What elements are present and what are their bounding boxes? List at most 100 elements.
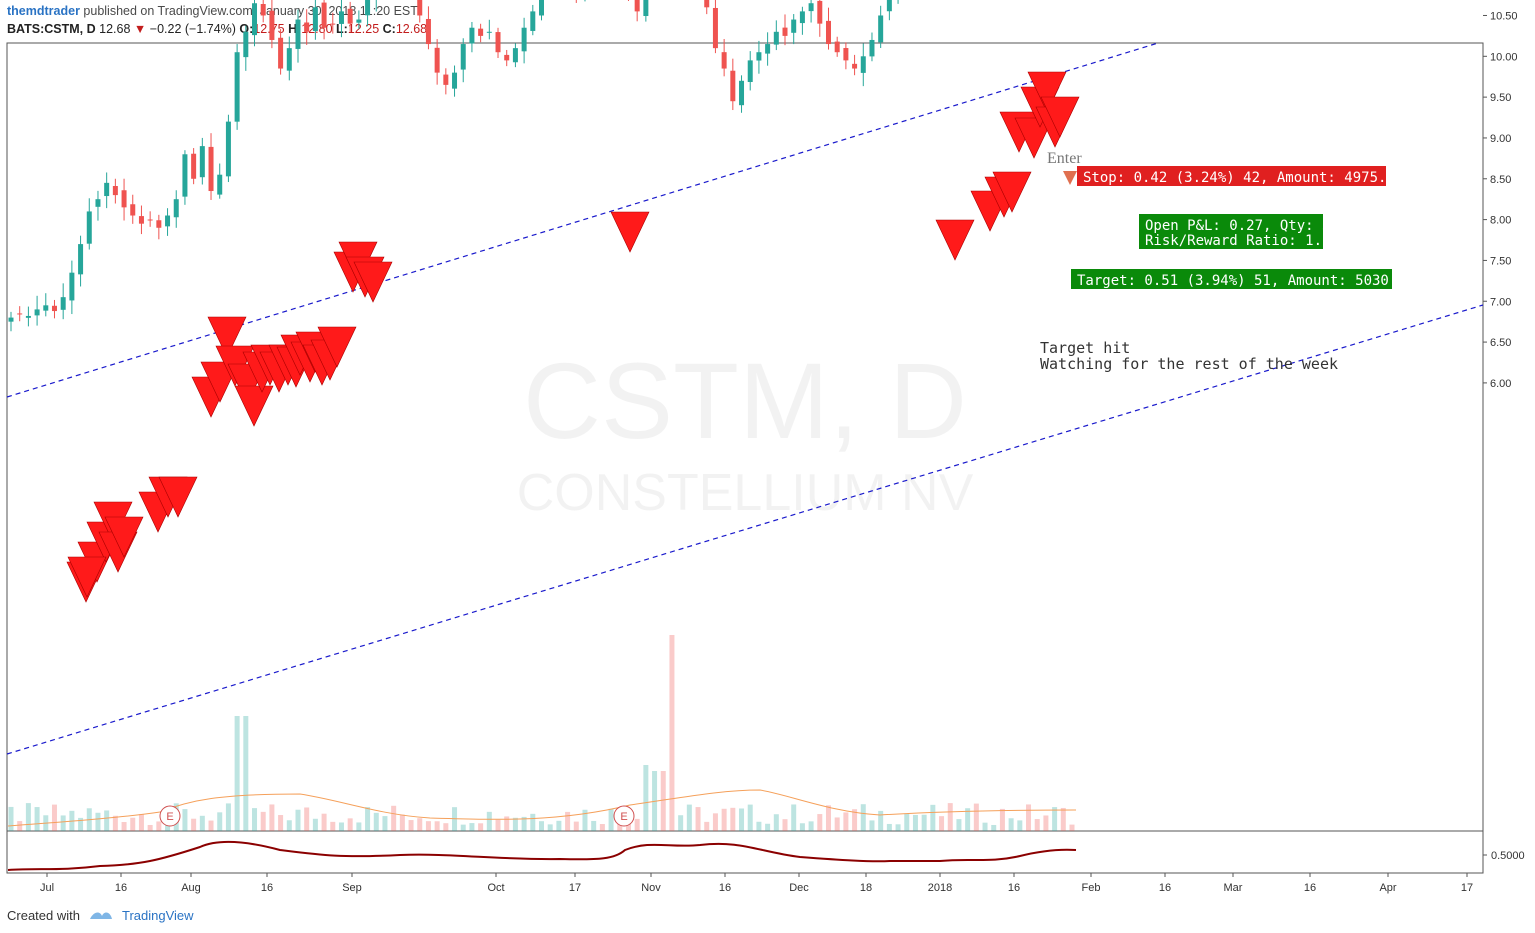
- volume-bar: [704, 821, 710, 831]
- volume-bar: [138, 814, 144, 831]
- volume-bar: [756, 821, 762, 831]
- volume-bar: [156, 821, 162, 831]
- candle-body: [17, 313, 23, 315]
- volume-bar: [78, 817, 84, 831]
- volume-bar: [712, 813, 718, 831]
- open-label: O:: [239, 22, 254, 36]
- candle-body: [504, 54, 510, 61]
- candle-body: [756, 52, 762, 61]
- candle-body: [704, 0, 710, 8]
- y-tick-label: 10.00: [1490, 51, 1518, 63]
- volume-bar: [469, 823, 475, 831]
- candle-body: [773, 31, 779, 45]
- x-tick-label: 16: [1159, 882, 1171, 894]
- volume-bar: [495, 819, 501, 831]
- volume-bar: [582, 809, 588, 831]
- watermark-name: CONSTELLIUM NV: [517, 464, 974, 522]
- volume-bar: [104, 810, 110, 831]
- candle-body: [834, 41, 840, 53]
- candle-body: [808, 3, 814, 12]
- volume-bar: [121, 822, 127, 831]
- volume-bar: [1052, 807, 1058, 831]
- candle-body: [208, 146, 214, 192]
- volume-bar: [1008, 818, 1014, 831]
- candle-body: [121, 190, 127, 208]
- low-value: 12.25: [347, 22, 380, 36]
- y-tick-label: 10.50: [1490, 10, 1518, 22]
- candle-body: [365, 0, 371, 16]
- earnings-marker: [613, 805, 635, 827]
- volume-bar: [243, 716, 249, 831]
- volume-bar: [695, 807, 701, 831]
- volume-bar: [408, 820, 414, 831]
- volume-bar: [321, 813, 327, 831]
- candle-body: [452, 72, 458, 89]
- volume-bar: [1069, 824, 1075, 831]
- pnl-label: Open P&L: 0.27, Qty: 59: [1145, 218, 1339, 234]
- candle-body: [173, 199, 179, 218]
- candle-body: [886, 0, 892, 12]
- candle-body: [721, 52, 727, 69]
- volume-bar: [904, 814, 910, 831]
- created-with-text: Created with: [7, 907, 80, 923]
- sell-signal-triangle: [234, 385, 274, 427]
- x-tick-label: Mar: [1224, 882, 1243, 894]
- volume-bar: [817, 814, 823, 831]
- tradingview-link[interactable]: TradingView: [121, 907, 194, 923]
- x-tick-label: Feb: [1082, 882, 1101, 894]
- volume-bar: [17, 821, 23, 831]
- volume-bar: [895, 824, 901, 831]
- volume-bar: [1026, 804, 1032, 831]
- y-tick-label: 8.00: [1490, 215, 1511, 227]
- down-arrow-icon: ▼: [133, 22, 147, 36]
- volume-bar: [660, 771, 666, 831]
- close-value: 12.68: [395, 22, 428, 36]
- x-tick-label: Aug: [181, 882, 201, 894]
- volume-bar: [530, 813, 536, 831]
- volume-bar: [373, 812, 379, 831]
- risk-reward-label: Risk/Reward Ratio: 1.21: [1145, 233, 1339, 249]
- volume-bar: [825, 805, 831, 831]
- y-tick-label: 6.00: [1490, 378, 1511, 390]
- candle-body: [217, 174, 223, 195]
- sell-signal-triangle: [317, 326, 357, 368]
- sell-signal-triangle: [1027, 71, 1067, 113]
- y-tick-label: 9.00: [1490, 133, 1511, 145]
- volume-bar: [304, 807, 310, 831]
- candle-body: [86, 211, 92, 244]
- volume-bar: [34, 807, 40, 831]
- tradingview-logo-icon: [89, 912, 112, 919]
- candle-body: [643, 0, 649, 17]
- volume-bar: [391, 805, 397, 831]
- volume-bar: [504, 816, 510, 831]
- volume-bar: [982, 822, 988, 831]
- volume-bar: [852, 809, 858, 831]
- volume-bar: [765, 823, 771, 831]
- candle-body: [321, 2, 327, 28]
- watermark-symbol: CSTM, D: [523, 340, 967, 461]
- sell-signal-triangle: [935, 219, 975, 261]
- volume-bar: [199, 815, 205, 831]
- candle-body: [78, 244, 84, 275]
- candle-body: [825, 20, 831, 45]
- candle-body: [495, 32, 501, 53]
- candle-body: [765, 44, 771, 54]
- volume-bar: [599, 824, 605, 831]
- candle-body: [521, 27, 527, 52]
- volume-bar: [739, 808, 745, 831]
- volume-bar: [956, 819, 962, 831]
- candle-body: [747, 60, 753, 83]
- sell-signal-triangle: [207, 316, 247, 358]
- sell-signal-triangle: [992, 171, 1032, 213]
- volume-bar: [973, 803, 979, 831]
- volume-bar: [1034, 819, 1040, 831]
- candle-body: [469, 27, 475, 44]
- volume-bar: [217, 812, 223, 831]
- author-link[interactable]: themdtrader: [7, 4, 80, 18]
- x-tick-label: 16: [1008, 882, 1020, 894]
- candle-body: [530, 11, 536, 31]
- candle-body: [25, 315, 31, 318]
- volume-bar: [608, 808, 614, 831]
- candle-body: [269, 10, 275, 40]
